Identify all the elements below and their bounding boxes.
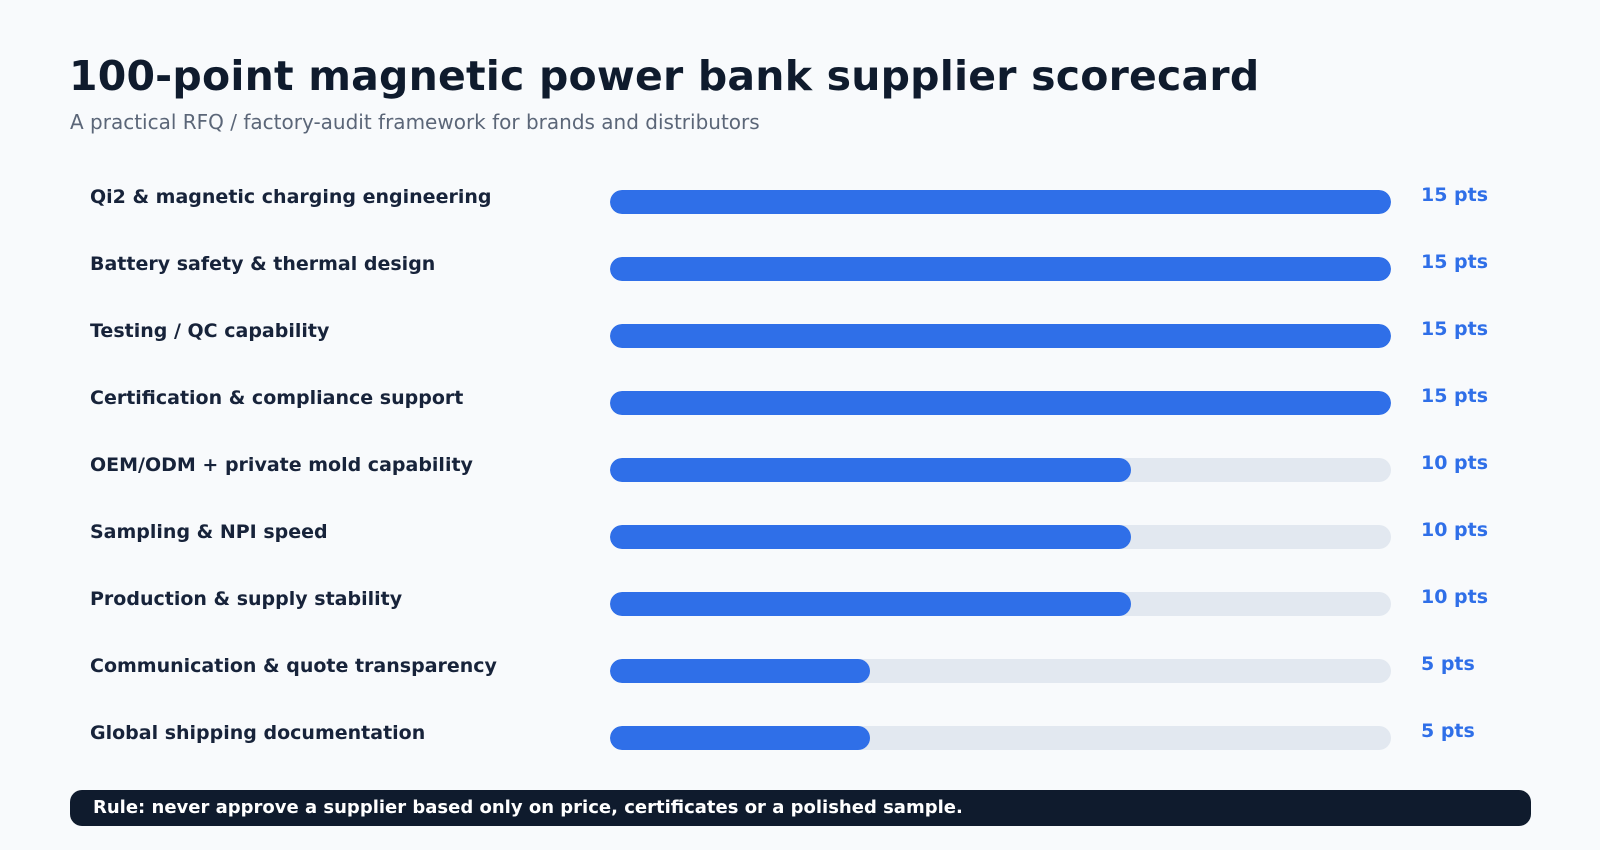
- bar-fill: [610, 458, 1131, 482]
- chart-row: Sampling & NPI speed 10 pts: [0, 519, 1600, 561]
- rule-banner: Rule: never approve a supplier based onl…: [70, 790, 1531, 826]
- page-title: 100-point magnetic power bank supplier s…: [69, 52, 1260, 100]
- chart-row: OEM/ODM + private mold capability 10 pts: [0, 452, 1600, 494]
- category-label: Testing / QC capability: [90, 320, 330, 342]
- category-label: Sampling & NPI speed: [90, 521, 328, 543]
- chart-row: Certification & compliance support 15 pts: [0, 385, 1600, 427]
- chart-row: Production & supply stability 10 pts: [0, 586, 1600, 628]
- bar-fill: [610, 324, 1391, 348]
- bar-fill: [610, 726, 871, 750]
- value-label: 15 pts: [1421, 184, 1489, 206]
- rule-text: Rule: never approve a supplier based onl…: [93, 797, 963, 818]
- bar-track: [610, 257, 1391, 281]
- value-label: 10 pts: [1421, 519, 1489, 541]
- value-label: 15 pts: [1421, 251, 1489, 273]
- bar-fill: [610, 257, 1391, 281]
- category-label: Qi2 & magnetic charging engineering: [90, 186, 492, 208]
- chart-row: Battery safety & thermal design 15 pts: [0, 251, 1600, 293]
- value-label: 5 pts: [1421, 720, 1475, 742]
- bar-track: [610, 190, 1391, 214]
- bar-fill: [610, 190, 1391, 214]
- category-label: Global shipping documentation: [90, 722, 426, 744]
- value-label: 10 pts: [1421, 452, 1489, 474]
- category-label: Communication & quote transparency: [90, 655, 497, 677]
- bar-track: [610, 726, 1391, 750]
- bar-fill: [610, 659, 871, 683]
- category-label: Battery safety & thermal design: [90, 253, 436, 275]
- chart-row: Global shipping documentation 5 pts: [0, 720, 1600, 762]
- bar-fill: [610, 525, 1131, 549]
- value-label: 15 pts: [1421, 385, 1489, 407]
- category-label: Certification & compliance support: [90, 387, 464, 409]
- bar-track: [610, 525, 1391, 549]
- value-label: 10 pts: [1421, 586, 1489, 608]
- bar-fill: [610, 391, 1391, 415]
- bar-track: [610, 458, 1391, 482]
- chart-row: Qi2 & magnetic charging engineering 15 pt…: [0, 184, 1600, 226]
- bar-track: [610, 592, 1391, 616]
- value-label: 5 pts: [1421, 653, 1475, 675]
- bar-track: [610, 391, 1391, 415]
- bar-track: [610, 659, 1391, 683]
- bar-fill: [610, 592, 1131, 616]
- page-subtitle: A practical RFQ / factory-audit framewor…: [70, 110, 760, 134]
- category-label: Production & supply stability: [90, 588, 403, 610]
- chart-row: Communication & quote transparency 5 pts: [0, 653, 1600, 695]
- bar-track: [610, 324, 1391, 348]
- category-label: OEM/ODM + private mold capability: [90, 454, 473, 476]
- value-label: 15 pts: [1421, 318, 1489, 340]
- chart-row: Testing / QC capability 15 pts: [0, 318, 1600, 360]
